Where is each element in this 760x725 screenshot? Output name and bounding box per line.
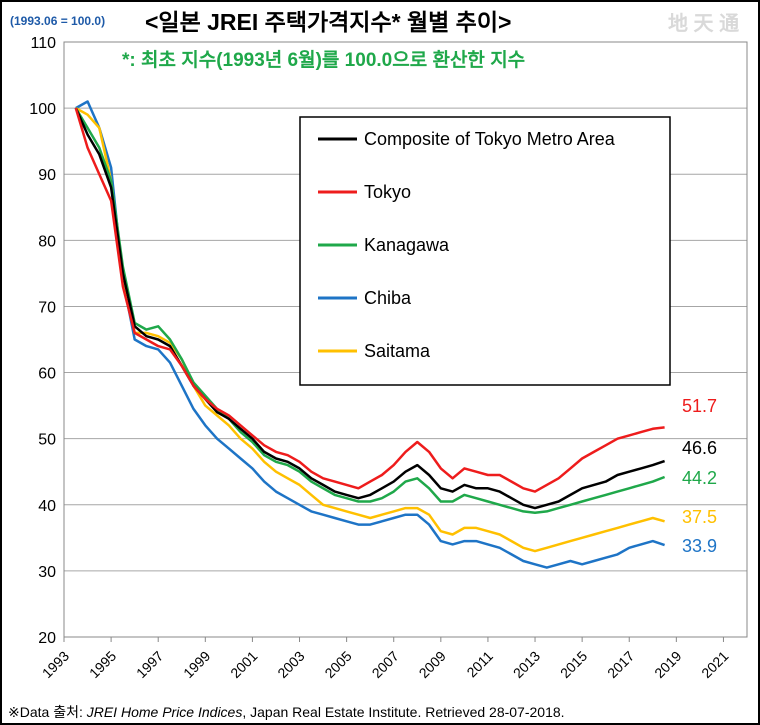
end-value-label: 33.9	[682, 536, 717, 556]
end-value-label: 46.6	[682, 438, 717, 458]
end-value-label: 37.5	[682, 507, 717, 527]
legend-label: Chiba	[364, 288, 412, 308]
legend-label: Tokyo	[364, 182, 411, 202]
y-tick-label: 20	[38, 630, 56, 647]
watermark: 地 天 通	[668, 12, 739, 35]
end-value-labels: 46.6 51.7 44.2 33.9 37.5	[682, 396, 717, 556]
legend-label: Kanagawa	[364, 235, 450, 255]
source-note: ※Data 출처: JREI Home Price Indices, Japan…	[8, 702, 565, 722]
chart-subtitle: *: 최초 지수(1993년 6월)를 100.0으로 환산한 지수	[122, 49, 525, 71]
y-tick-label: 50	[38, 432, 56, 449]
base-note: (1993.06 = 100.0)	[10, 14, 105, 28]
series-line-kanagawa	[74, 107, 666, 514]
end-value-label: 44.2	[682, 468, 717, 488]
series-line-tokyo	[74, 107, 665, 493]
legend-label: Saitama	[364, 341, 431, 361]
series-line-chiba	[75, 100, 666, 569]
y-tick-label: 80	[38, 233, 56, 250]
series-lines	[74, 100, 666, 569]
y-tick-label: 100	[29, 101, 56, 118]
y-tick-label: 40	[38, 498, 56, 515]
source-publication: JREI Home Price Indices	[86, 704, 243, 720]
chart-title: <일본 JREI 주택가격지수* 월별 추이>	[145, 9, 511, 35]
plot-border	[63, 41, 748, 638]
source-prefix: ※Data 출처:	[8, 704, 87, 720]
y-tick-label: 110	[30, 35, 56, 52]
y-tick-label: 30	[38, 564, 56, 581]
y-tick-label: 70	[38, 299, 56, 316]
legend: Composite of Tokyo Metro Area Tokyo Kanaga…	[299, 116, 671, 386]
end-value-label: 51.7	[682, 396, 717, 416]
y-axis-ticks: 20 30 40 50 60 70 80 90 100 110	[29, 35, 56, 647]
y-tick-label: 60	[38, 366, 56, 383]
legend-label: Composite of Tokyo Metro Area	[364, 129, 616, 149]
source-rest: , Japan Real Estate Institute. Retrieved…	[242, 704, 565, 720]
series-line-composite-of-tokyo-metro-area	[74, 107, 666, 510]
y-tick-label: 90	[38, 167, 56, 184]
legend-box	[299, 116, 671, 386]
